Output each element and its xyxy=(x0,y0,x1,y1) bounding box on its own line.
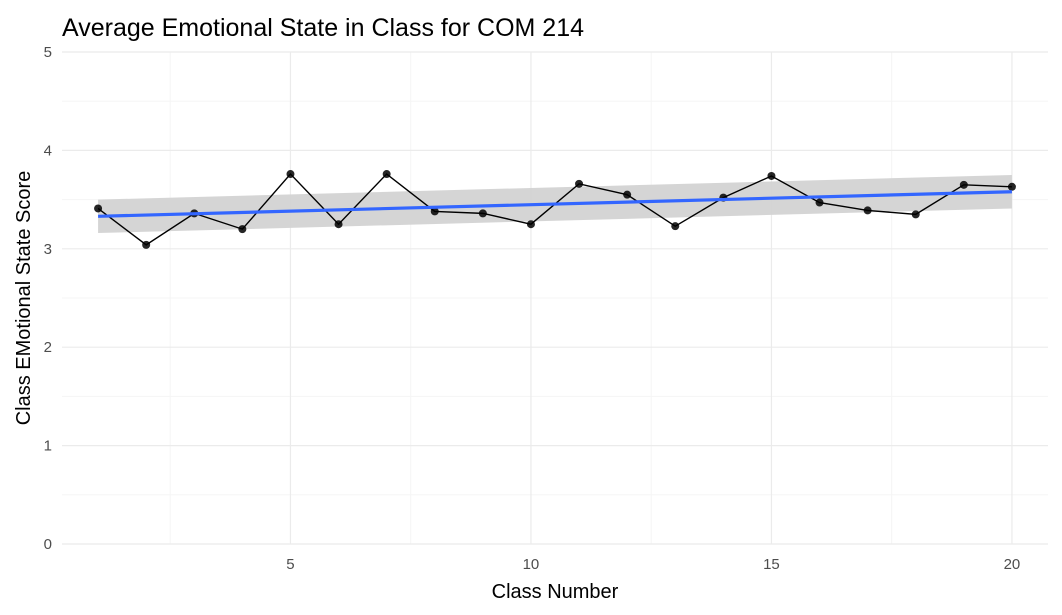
x-tick-label: 15 xyxy=(763,556,780,573)
y-tick-label: 1 xyxy=(44,438,52,455)
y-tick-label: 5 xyxy=(44,44,52,61)
data-point xyxy=(526,220,535,229)
data-point xyxy=(94,204,103,213)
x-tick-labels: 5 10 15 20 xyxy=(286,556,1020,573)
grid xyxy=(62,51,1048,545)
data-point xyxy=(430,207,439,216)
y-axis-title: Class EMotional State Score xyxy=(13,171,35,426)
y-tick-labels: 0 1 2 3 4 5 xyxy=(44,44,52,553)
data-point xyxy=(142,240,151,249)
data-point xyxy=(1007,182,1016,191)
trend-group xyxy=(98,190,1012,218)
data-point xyxy=(911,210,920,219)
data-point xyxy=(767,171,776,180)
data-point xyxy=(671,222,680,231)
data-point xyxy=(334,220,343,229)
data-point xyxy=(382,170,391,179)
trend-line xyxy=(98,190,1012,218)
chart-title: Average Emotional State in Class for COM… xyxy=(62,14,584,42)
x-tick-label: 5 xyxy=(286,556,294,573)
y-tick-label: 2 xyxy=(44,339,52,356)
data-point xyxy=(478,209,487,218)
data-point xyxy=(863,206,872,215)
x-tick-label: 20 xyxy=(1004,556,1021,573)
y-tick-label: 4 xyxy=(44,142,52,159)
data-point xyxy=(815,198,824,207)
data-point xyxy=(959,180,968,189)
y-tick-label: 0 xyxy=(44,536,52,553)
x-tick-label: 10 xyxy=(523,556,540,573)
data-point xyxy=(286,170,295,179)
data-point xyxy=(575,179,584,188)
data-point xyxy=(238,225,247,234)
y-tick-label: 3 xyxy=(44,241,52,258)
x-axis-title: Class Number xyxy=(492,581,619,603)
data-point xyxy=(623,190,632,199)
